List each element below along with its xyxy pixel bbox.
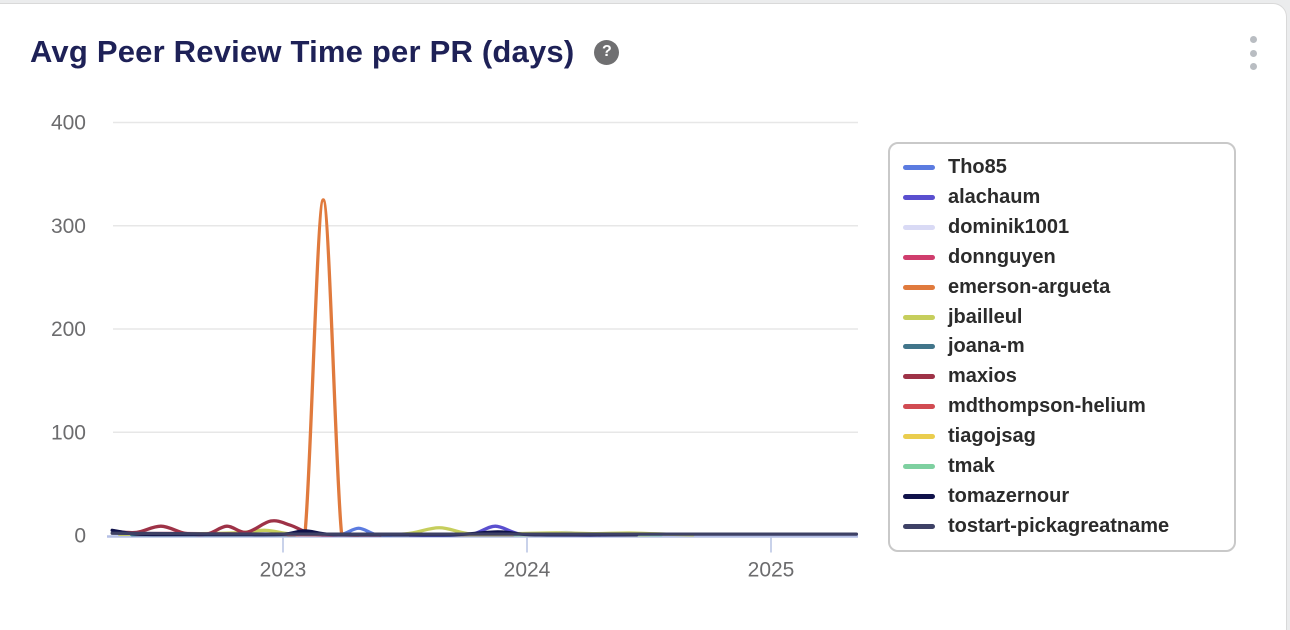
legend-item-label: maxios (948, 365, 1017, 388)
legend-item-label: tiagojsag (948, 425, 1036, 448)
legend-item-label: mdthompson-helium (948, 395, 1146, 418)
legend-swatch (903, 434, 935, 440)
svg-text:100: 100 (51, 421, 86, 444)
legend-item[interactable]: tmak (903, 451, 1226, 481)
svg-text:2023: 2023 (260, 559, 307, 582)
legend-swatch (903, 374, 935, 380)
legend-item-label: jbailleul (948, 305, 1023, 328)
legend-item-label: tomazernour (948, 484, 1070, 507)
line-chart[interactable]: 0 100 200 300 400 2023 2024 2025 (0, 80, 1290, 630)
legend-item[interactable]: tiagojsag (903, 422, 1226, 452)
svg-text:400: 400 (51, 112, 86, 135)
legend-item[interactable]: donnguyen (903, 243, 1226, 273)
legend-item-label: Tho85 (948, 156, 1007, 179)
legend-swatch (903, 284, 935, 290)
svg-text:0: 0 (74, 525, 86, 548)
legend-swatch (903, 254, 935, 260)
legend-swatch (903, 314, 935, 320)
legend-swatch (903, 404, 935, 410)
legend-item[interactable]: mdthompson-helium (903, 392, 1226, 422)
legend-item[interactable]: jbailleul (903, 302, 1226, 332)
svg-text:2024: 2024 (504, 559, 551, 582)
legend-item[interactable]: maxios (903, 362, 1226, 392)
legend-item-label: alachaum (948, 186, 1041, 209)
legend-item[interactable]: Tho85 (903, 153, 1226, 183)
legend-swatch (903, 165, 935, 171)
legend-item[interactable]: tomazernour (903, 481, 1226, 511)
legend-swatch (903, 523, 935, 529)
legend-item[interactable]: alachaum (903, 183, 1226, 213)
legend-item[interactable]: emerson-argueta (903, 272, 1226, 302)
help-icon[interactable]: ? (594, 39, 620, 65)
legend-swatch (903, 493, 935, 499)
legend-item[interactable]: tostart-pickagreatname (903, 511, 1226, 541)
chart-title: Avg Peer Review Time per PR (days) (30, 34, 575, 69)
legend-item-label: dominik1001 (948, 216, 1070, 239)
legend-item-label: emerson-argueta (948, 275, 1111, 298)
legend-item-label: joana-m (948, 335, 1025, 358)
svg-text:200: 200 (51, 318, 86, 341)
legend-item[interactable]: dominik1001 (903, 213, 1226, 243)
legend-swatch (903, 344, 935, 350)
kebab-menu-icon[interactable] (1246, 36, 1260, 70)
legend-swatch (903, 463, 935, 469)
legend-item[interactable]: joana-m (903, 332, 1226, 362)
legend-item-label: tostart-pickagreatname (948, 514, 1170, 537)
legend-swatch (903, 225, 935, 231)
chart-header: Avg Peer Review Time per PR (days) ? (30, 30, 620, 74)
legend-swatch (903, 195, 935, 201)
chart-legend: Tho85 alachaum dominik1001 donnguyen emerson… (888, 142, 1236, 552)
legend-item-label: tmak (948, 454, 995, 477)
svg-text:2025: 2025 (748, 559, 795, 582)
legend-item-label: donnguyen (948, 245, 1056, 268)
svg-text:300: 300 (51, 215, 86, 238)
